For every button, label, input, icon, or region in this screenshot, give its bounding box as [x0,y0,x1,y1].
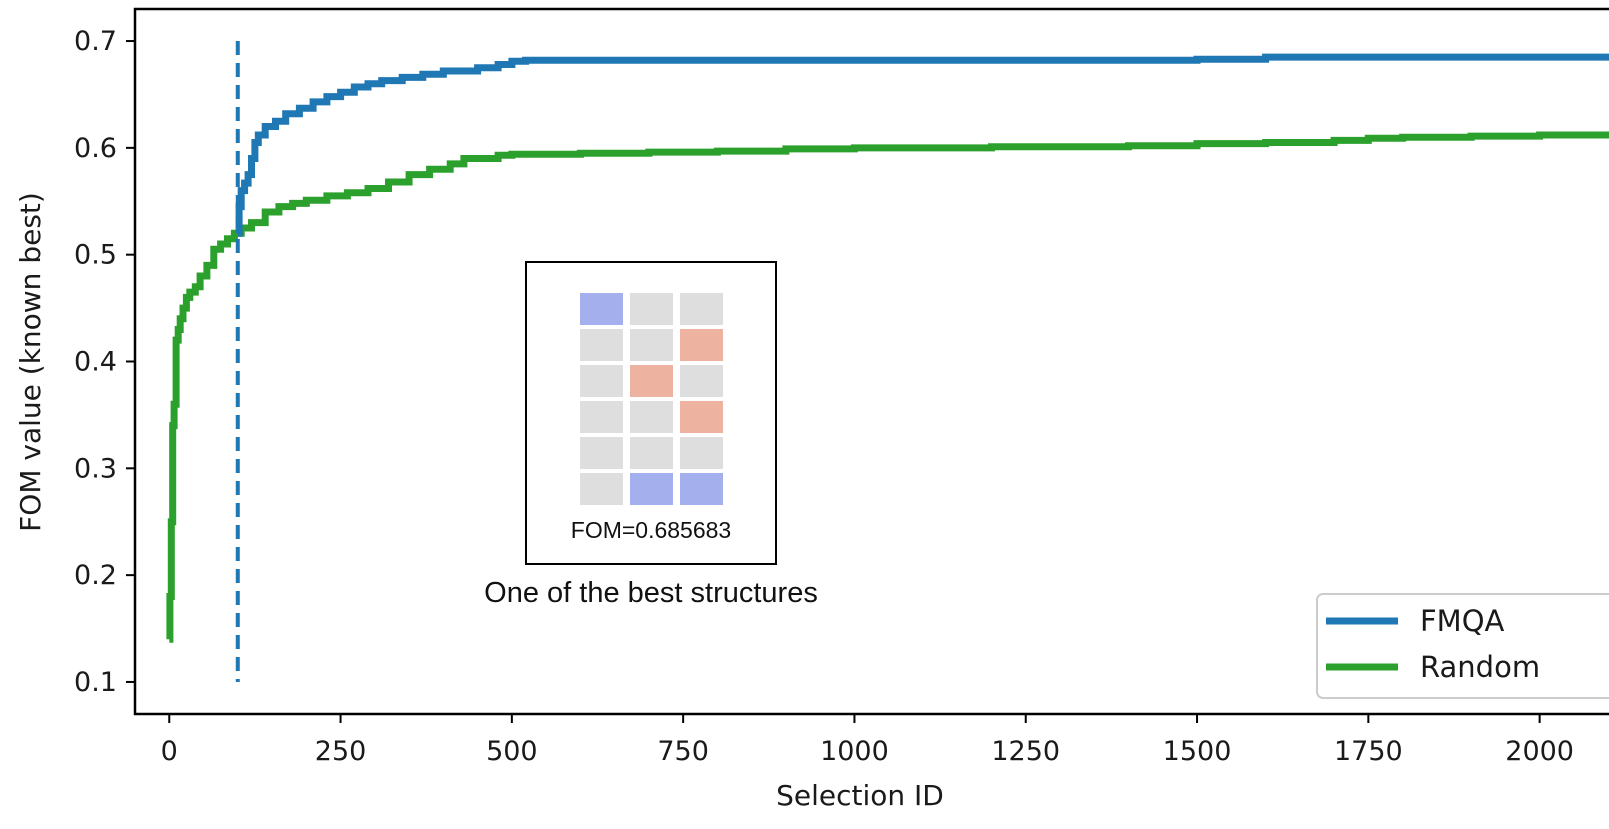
structure-cell-gray [630,437,673,469]
x-axis-title: Selection ID [776,779,944,812]
inset-fom-label: FOM=0.685683 [571,517,731,543]
structure-cell-red [630,365,673,397]
x-tick-label: 250 [315,736,367,767]
series-line-random [166,131,1609,643]
y-tick-label: 0.3 [74,453,117,484]
structure-cell-gray [580,365,623,397]
structure-cell-gray [580,329,623,361]
y-tick-label: 0.4 [74,347,117,378]
x-tick-label: 500 [486,736,538,767]
y-tick-label: 0.6 [74,133,117,164]
structure-cell-gray [680,437,723,469]
x-tick-label: 1750 [1334,736,1403,767]
structure-cell-red [680,401,723,433]
structure-cell-gray [630,293,673,325]
y-tick-label: 0.7 [74,26,117,57]
structure-cell-gray [630,401,673,433]
series-layer [166,53,1609,643]
y-tick-label: 0.5 [74,240,117,271]
x-tick-label: 0 [161,736,178,767]
structure-cell-blue [680,473,723,505]
legend-label-random: Random [1420,650,1540,684]
structure-cell-blue [630,473,673,505]
structure-cell-gray [630,329,673,361]
legend-label-fmqa: FMQA [1420,604,1505,638]
x-tick-label: 2000 [1505,736,1574,767]
y-axis-ticks: 0.1 0.2 0.3 0.4 0.5 0.6 0.7 [74,26,135,698]
plot-area [166,53,1609,643]
structure-cell-gray [680,365,723,397]
inset-structure-box: FOM=0.685683 [525,261,777,565]
structure-cell-red [680,329,723,361]
y-tick-label: 0.2 [74,560,117,591]
x-tick-label: 1250 [991,736,1060,767]
x-axis-ticks: 0 250 500 750 1000 1250 1500 1750 2000 [161,714,1574,767]
inset-structure-grid [580,293,723,505]
inset-caption: One of the best structures [484,577,818,609]
legend: FMQA Random [1316,593,1609,699]
x-tick-label: 1500 [1163,736,1232,767]
series-line-fmqa [235,53,1609,237]
x-tick-label: 750 [657,736,709,767]
x-tick-label: 1000 [820,736,889,767]
structure-cell-gray [680,293,723,325]
structure-cell-gray [580,401,623,433]
structure-cell-blue [580,293,623,325]
structure-cell-gray [580,473,623,505]
y-tick-label: 0.1 [74,667,117,698]
y-axis-title: FOM value (known best) [14,192,47,532]
structure-cell-gray [580,437,623,469]
